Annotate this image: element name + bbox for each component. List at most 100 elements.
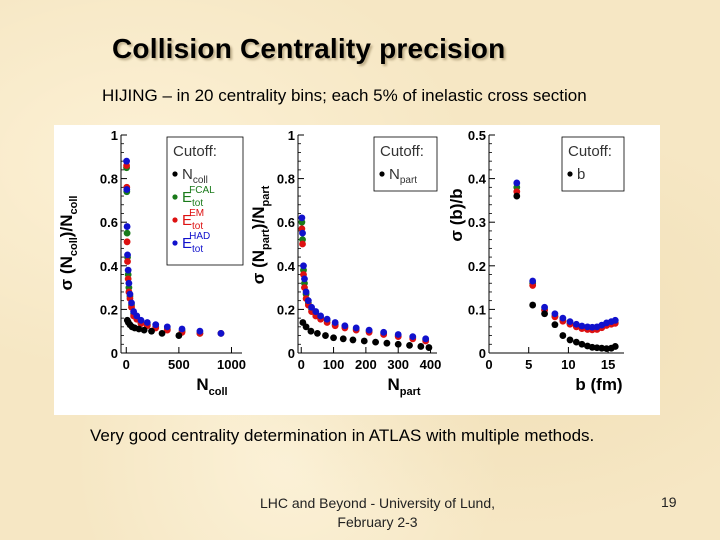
legend-entry-sub: tot xyxy=(192,198,203,209)
footer-line-1: LHC and Beyond - University of Lund, xyxy=(259,495,495,511)
data-point xyxy=(566,318,574,326)
legend-entry: Npart xyxy=(389,166,417,186)
data-point xyxy=(372,338,379,346)
data-point xyxy=(302,323,310,331)
series-etot-fcal xyxy=(298,218,430,344)
legend-entry: Etot EM xyxy=(182,208,204,232)
slide-subtitle: HIJING – in 20 centrality bins; each 5% … xyxy=(102,86,587,105)
data-point xyxy=(123,229,131,237)
data-point xyxy=(140,326,148,334)
data-point xyxy=(425,344,433,351)
legend-entry-sup: FCAL xyxy=(189,185,215,196)
data-point xyxy=(128,299,135,307)
footer-line-2: February 2-3 xyxy=(337,514,418,530)
legend-entry-name: N xyxy=(182,166,193,183)
data-point xyxy=(529,301,537,309)
data-point xyxy=(541,310,548,318)
data-point xyxy=(417,343,425,350)
x-axis-label: Ncoll xyxy=(196,375,227,398)
y-tick-label: 0.2 xyxy=(468,259,486,274)
data-point xyxy=(307,327,315,335)
slide-caption: Very good centrality determination in AT… xyxy=(90,426,595,445)
legend-entry-sub: coll xyxy=(193,175,208,186)
chart-panel-2: 00.20.40.60.810 100 200 300 400Cutoff:NpartN… xyxy=(249,128,441,398)
slide-title: Collision Centrality precision xyxy=(112,33,506,64)
y-tick-label: 0.8 xyxy=(277,172,295,187)
x-axis-label-sub: part xyxy=(400,386,421,398)
legend-entry-name: E xyxy=(182,235,192,252)
data-point xyxy=(513,192,521,200)
legend-box xyxy=(166,136,244,266)
data-point xyxy=(551,310,559,318)
legend-entry-name: N xyxy=(389,166,400,183)
figure-panel: 0 0.2 0.4 0.6 0.8 1 0 500 1000 Cutoff: Ncoll EtotFC… xyxy=(54,125,660,415)
series-etot-em xyxy=(298,225,430,345)
legend-entry: Ncoll xyxy=(182,166,208,186)
y-tick-label: 0.6 xyxy=(277,215,295,230)
data-point xyxy=(135,325,143,333)
x-axis-label: b (fm) xyxy=(575,375,622,394)
x-tick-label: 200 xyxy=(355,357,377,372)
legend-entry-sub: tot xyxy=(192,244,203,255)
y-axis-label-tail-sub: part xyxy=(260,185,272,206)
y-axis-label-tail: )/N xyxy=(249,207,268,230)
legend-entry-name: b xyxy=(577,166,585,183)
data-point xyxy=(126,290,134,298)
legend-marker xyxy=(567,171,573,177)
data-point xyxy=(406,341,413,349)
y-tick-label: 0 xyxy=(479,346,486,361)
data-point xyxy=(308,303,315,311)
series-b xyxy=(513,192,619,353)
legend-title: Cutoff: xyxy=(568,143,612,160)
legend-marker xyxy=(172,194,178,200)
x-tick-label: 300 xyxy=(387,357,409,372)
y-axis-label-sub: part xyxy=(260,229,272,250)
data-point xyxy=(578,322,586,330)
data-point xyxy=(323,315,331,323)
data-point xyxy=(313,329,321,337)
legend-entry-sup: EM xyxy=(189,208,204,219)
y-tick-label: 0.5 xyxy=(468,128,486,143)
x-axis-label-main: N xyxy=(196,375,208,394)
data-point xyxy=(365,326,373,334)
y-axis-label: σ (b)/b xyxy=(447,188,466,241)
chart-panel-3: 0 0.1 0.2 0.3 0.4 0.5 0 5 10 15 Cutoff: b b (fm) σ (b… xyxy=(447,128,625,394)
legend-marker xyxy=(379,171,385,177)
data-point xyxy=(322,332,329,339)
data-point xyxy=(299,229,306,237)
series-etot-fcal xyxy=(513,183,619,333)
data-point xyxy=(178,325,186,333)
y-tick-label: 0.2 xyxy=(100,302,118,317)
y-tick-label: 0.8 xyxy=(100,172,118,187)
legend-entry: b xyxy=(577,166,585,183)
x-tick-label: 15 xyxy=(601,357,615,372)
y-axis-label-main: σ (b)/b xyxy=(447,188,466,241)
data-point xyxy=(611,343,619,350)
data-point xyxy=(422,335,430,343)
data-point xyxy=(301,275,308,283)
data-point xyxy=(299,240,306,248)
legend-entry-name: E xyxy=(182,189,192,206)
data-point xyxy=(196,327,204,335)
legend-entry-sup: HAD xyxy=(189,231,210,242)
y-axis-label: σ (Ncoll)/Ncoll xyxy=(57,196,80,291)
data-point xyxy=(513,179,521,187)
y-tick-label: 0 xyxy=(111,346,118,361)
x-tick-label: 500 xyxy=(168,357,190,372)
y-tick-label: 1 xyxy=(111,128,118,143)
data-point xyxy=(578,340,586,348)
legend-marker xyxy=(172,217,178,223)
data-point xyxy=(330,334,337,342)
data-point xyxy=(123,157,130,165)
x-tick-label: 100 xyxy=(323,357,345,372)
y-tick-label: 0.4 xyxy=(100,259,119,274)
y-axis-label-sub: coll xyxy=(68,237,80,256)
data-point xyxy=(529,277,537,285)
y-tick-label: 0.2 xyxy=(277,302,295,317)
data-point xyxy=(572,338,580,346)
data-point xyxy=(123,238,131,246)
data-point xyxy=(302,288,310,296)
x-tick-label: 1000 xyxy=(217,357,246,372)
x-axis-label-sub: coll xyxy=(209,386,228,398)
data-point xyxy=(148,327,155,335)
